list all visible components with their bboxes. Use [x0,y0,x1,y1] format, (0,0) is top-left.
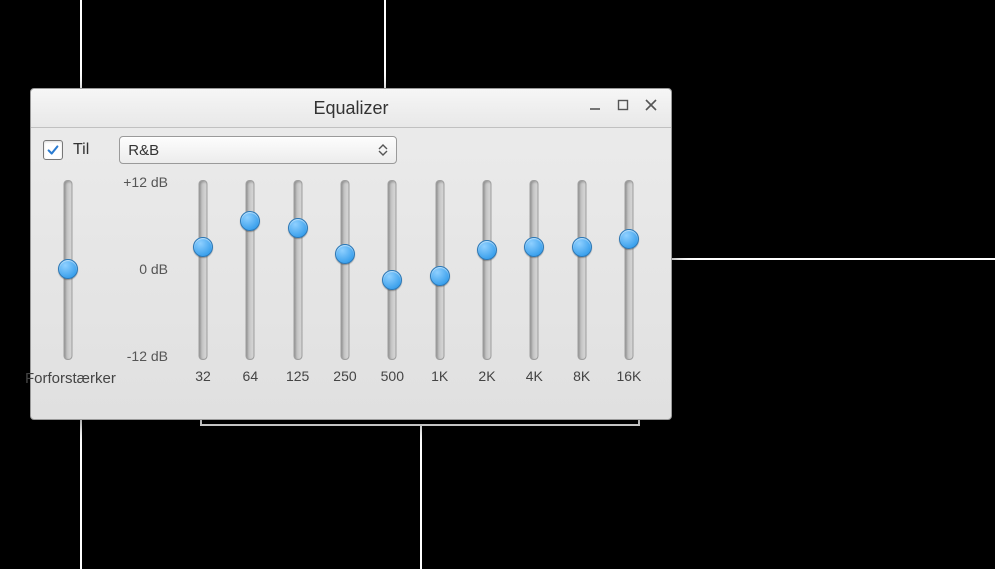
band-thumb[interactable] [430,266,450,286]
callout-bracket-c [420,424,422,436]
band-thumb[interactable] [619,229,639,249]
band-thumb[interactable] [335,244,355,264]
band-label: 125 [278,368,318,384]
callout-line-bottom-left [80,418,82,569]
titlebar[interactable]: Equalizer [31,89,671,128]
band-label: 4K [514,368,554,384]
band-track [340,180,349,360]
band-slider-16K[interactable]: 16K [609,174,649,384]
band-slider-64[interactable]: 64 [230,174,270,384]
enable-label: Til [73,141,89,159]
band-label: 2K [467,368,507,384]
band-thumb[interactable] [382,270,402,290]
equalizer-window: Equalizer Til R&B [30,88,672,420]
scale-bottom: -12 dB [127,348,168,364]
band-sliders: 32 64 125 250 500 1K 2K 4K 8K 16K [183,174,649,384]
top-row: Til R&B [43,136,659,164]
band-thumb[interactable] [477,240,497,260]
band-thumb[interactable] [193,237,213,257]
band-slider-250[interactable]: 250 [325,174,365,384]
preamp-label: Forforstærker [25,370,155,387]
band-label: 250 [325,368,365,384]
band-slider-8K[interactable]: 8K [562,174,602,384]
callout-line-top-preset [384,0,386,88]
callout-line-top-left [80,0,82,88]
equalizer-area: Forforstærker +12 dB 0 dB -12 dB 3264125… [43,174,659,404]
preset-label: R&B [128,142,159,159]
band-thumb[interactable] [240,211,260,231]
window-buttons [581,93,665,117]
band-slider-32[interactable]: 32 [183,174,223,384]
band-label: 500 [372,368,412,384]
db-scale: +12 dB 0 dB -12 dB [98,174,168,364]
window-title: Equalizer [31,89,671,127]
band-track [530,180,539,360]
band-label: 64 [230,368,270,384]
band-track [624,180,633,360]
band-track [293,180,302,360]
band-track [577,180,586,360]
maximize-button[interactable] [609,93,637,117]
band-slider-4K[interactable]: 4K [514,174,554,384]
dropdown-arrows-icon [374,137,392,163]
band-thumb[interactable] [524,237,544,257]
band-slider-500[interactable]: 500 [372,174,412,384]
minimize-button[interactable] [581,93,609,117]
band-label: 1K [420,368,460,384]
band-slider-125[interactable]: 125 [278,174,318,384]
window-content: Til R&B Forforstærker +12 dB 0 dB -12 dB [31,128,671,414]
callout-line-right [662,258,995,260]
close-button[interactable] [637,93,665,117]
band-label: 32 [183,368,223,384]
callout-line-bottom-mid [420,436,422,569]
band-label: 8K [562,368,602,384]
band-slider-2K[interactable]: 2K [467,174,507,384]
band-label: 16K [609,368,649,384]
preamp-thumb[interactable] [58,259,78,279]
band-track [246,180,255,360]
band-slider-1K[interactable]: 1K [420,174,460,384]
band-track [199,180,208,360]
scale-top: +12 dB [123,174,168,190]
band-track [482,180,491,360]
band-thumb[interactable] [572,237,592,257]
preset-dropdown[interactable]: R&B [119,136,397,164]
scale-mid: 0 dB [139,261,168,277]
band-thumb[interactable] [288,218,308,238]
enable-checkbox[interactable] [43,140,63,160]
